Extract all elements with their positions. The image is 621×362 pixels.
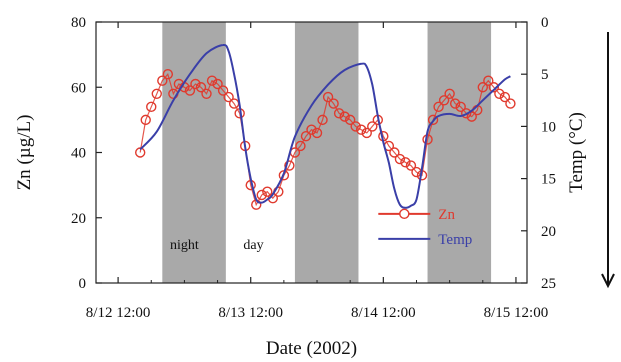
legend-label: Temp [438, 232, 472, 248]
data-point [494, 88, 505, 99]
data-point [444, 88, 455, 99]
data-point [433, 101, 444, 113]
data-point [284, 160, 295, 171]
y-tick-label: 40 [71, 146, 86, 162]
data-point [262, 186, 273, 197]
night-band [294, 22, 359, 283]
data-point [317, 114, 328, 126]
data-point [438, 95, 450, 106]
data-point [394, 153, 406, 165]
y-tick-label: 0 [79, 276, 87, 292]
data-point [477, 82, 488, 93]
data-point [344, 114, 356, 126]
data-point [333, 108, 345, 119]
data-point [350, 121, 361, 132]
series-temp [139, 43, 511, 209]
data-point [295, 140, 306, 152]
y-axis-left: 0 20 40 60 80 [71, 15, 102, 292]
x-tick-label: 8/15 12:00 [484, 305, 549, 321]
data-point [483, 75, 494, 86]
data-point [217, 85, 229, 96]
x-tick-label: 8/12 12:00 [86, 305, 151, 321]
data-point [306, 124, 317, 135]
data-point [400, 157, 411, 168]
y-axis-right: 0 5 10 15 20 25 [521, 15, 556, 292]
annotation-day: day [243, 238, 263, 253]
data-point [328, 98, 339, 109]
data-point [300, 130, 312, 142]
data-point [427, 114, 439, 126]
data-point [505, 98, 516, 109]
y-tick-label: 60 [71, 80, 86, 96]
data-point [488, 82, 500, 93]
series-layer [135, 43, 516, 210]
y2-tick-label: 0 [541, 15, 549, 31]
legend-item-temp: Temp [378, 232, 472, 248]
data-point [405, 160, 417, 171]
annotations: night day [170, 238, 264, 253]
data-point [322, 91, 334, 103]
night-bands [162, 22, 492, 283]
data-point [461, 108, 472, 119]
annotation-night: night [170, 238, 199, 253]
x-axis-title: Date (2002) [266, 338, 357, 359]
y2-tick-label: 20 [541, 224, 556, 240]
data-point [361, 127, 372, 139]
data-point [206, 75, 218, 86]
x-tick-label: 8/13 12:00 [218, 305, 283, 321]
data-point [162, 68, 174, 80]
data-point [449, 98, 461, 109]
data-point [389, 147, 400, 158]
data-point [311, 127, 323, 139]
data-point [212, 78, 223, 90]
data-point [466, 111, 477, 122]
x-tick-label: 8/14 12:00 [351, 305, 416, 321]
data-point [151, 88, 162, 99]
data-point [201, 88, 212, 99]
data-point [356, 124, 367, 135]
series-line [139, 43, 511, 209]
data-point [184, 85, 196, 96]
data-point [455, 101, 466, 113]
y-tick-label: 80 [71, 15, 86, 31]
y2-tick-label: 10 [541, 119, 556, 135]
data-point [146, 101, 157, 113]
legend-label: Zn [438, 207, 455, 223]
data-point [195, 82, 207, 93]
data-point [367, 121, 378, 132]
legend: Zn Temp [378, 207, 472, 248]
data-point [190, 78, 201, 90]
x-axis: 8/12 12:00 8/13 12:00 8/14 12:00 8/15 12:00 [86, 22, 548, 321]
data-point [223, 91, 234, 103]
night-band [427, 22, 492, 283]
y2-tick-label: 25 [541, 276, 556, 292]
data-point [499, 91, 511, 103]
series-line [139, 72, 511, 207]
night-band [162, 22, 226, 283]
y2-tick-label: 15 [541, 172, 556, 188]
data-point [339, 111, 350, 122]
down-arrow-icon [601, 32, 615, 289]
y2-tick-label: 5 [541, 67, 549, 83]
y-tick-label: 20 [71, 211, 86, 227]
legend-item-zn: Zn [378, 207, 455, 223]
data-point [256, 189, 267, 201]
y-axis-right-title: Temp (°C) [566, 112, 587, 193]
data-point [140, 114, 151, 126]
data-point [157, 75, 168, 86]
legend-marker [399, 208, 410, 220]
y-axis-left-title: Zn (µg/L) [14, 115, 35, 191]
